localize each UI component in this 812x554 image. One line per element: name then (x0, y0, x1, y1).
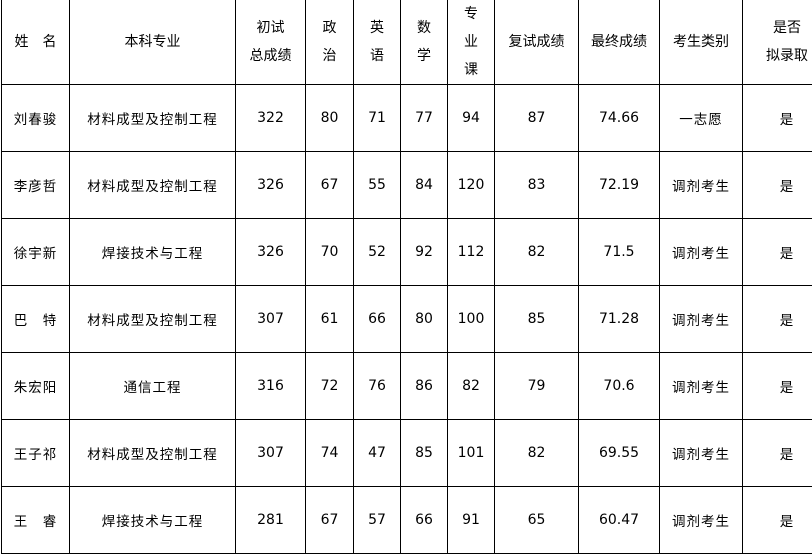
cell-english: 76 (354, 353, 401, 420)
cell-cat: 调剂考生 (660, 353, 743, 420)
cell-cat: 调剂考生 (660, 420, 743, 487)
header-name: 姓 名 (2, 0, 70, 85)
cell-politics: 80 (306, 85, 354, 152)
cell-politics: 72 (306, 353, 354, 420)
cell-name: 巴 特 (2, 286, 70, 353)
cell-politics: 74 (306, 420, 354, 487)
cell-specialty: 120 (448, 152, 495, 219)
cell-specialty: 112 (448, 219, 495, 286)
cell-major: 材料成型及控制工程 (70, 85, 236, 152)
cell-major: 材料成型及控制工程 (70, 286, 236, 353)
cell-initial-total: 326 (236, 152, 306, 219)
cell-final: 71.28 (579, 286, 660, 353)
header-admitted: 是否 拟录取 (743, 0, 812, 85)
cell-politics: 61 (306, 286, 354, 353)
cell-major: 材料成型及控制工程 (70, 152, 236, 219)
header-english: 英 语 (354, 0, 401, 85)
cell-final: 60.47 (579, 487, 660, 554)
cell-math: 86 (401, 353, 448, 420)
cell-initial-total: 307 (236, 286, 306, 353)
cell-english: 71 (354, 85, 401, 152)
cell-initial-total: 281 (236, 487, 306, 554)
cell-specialty: 91 (448, 487, 495, 554)
cell-initial-total: 326 (236, 219, 306, 286)
cell-retest: 65 (495, 487, 579, 554)
cell-final: 72.19 (579, 152, 660, 219)
cell-politics: 70 (306, 219, 354, 286)
cell-retest: 79 (495, 353, 579, 420)
cell-name: 王子祁 (2, 420, 70, 487)
cell-math: 66 (401, 487, 448, 554)
cell-final: 74.66 (579, 85, 660, 152)
cell-politics: 67 (306, 152, 354, 219)
cell-major: 通信工程 (70, 353, 236, 420)
cell-name: 李彦哲 (2, 152, 70, 219)
cell-final: 71.5 (579, 219, 660, 286)
cell-retest: 85 (495, 286, 579, 353)
cell-english: 57 (354, 487, 401, 554)
cell-adm: 是 (743, 152, 812, 219)
cell-cat: 调剂考生 (660, 487, 743, 554)
cell-english: 66 (354, 286, 401, 353)
cell-specialty: 101 (448, 420, 495, 487)
cell-english: 47 (354, 420, 401, 487)
cell-math: 77 (401, 85, 448, 152)
cell-name: 徐宇新 (2, 219, 70, 286)
header-final: 最终成绩 (579, 0, 660, 85)
cell-math: 80 (401, 286, 448, 353)
cell-retest: 82 (495, 420, 579, 487)
header-initial-total: 初试 总成绩 (236, 0, 306, 85)
cell-adm: 是 (743, 286, 812, 353)
cell-name: 刘春骏 (2, 85, 70, 152)
header-math: 数 学 (401, 0, 448, 85)
cell-cat: 调剂考生 (660, 219, 743, 286)
cell-cat: 调剂考生 (660, 152, 743, 219)
cell-math: 92 (401, 219, 448, 286)
cell-retest: 83 (495, 152, 579, 219)
cell-retest: 82 (495, 219, 579, 286)
cell-initial-total: 307 (236, 420, 306, 487)
cell-final: 70.6 (579, 353, 660, 420)
cell-adm: 是 (743, 487, 812, 554)
cell-adm: 是 (743, 219, 812, 286)
cell-cat: 调剂考生 (660, 286, 743, 353)
cell-major: 材料成型及控制工程 (70, 420, 236, 487)
cell-retest: 87 (495, 85, 579, 152)
header-row: 姓 名本科专业初试 总成绩政 治英 语数 学专 业 课复试成绩最终成绩考生类别是… (2, 0, 812, 85)
cell-name: 朱宏阳 (2, 353, 70, 420)
cell-adm: 是 (743, 353, 812, 420)
header-politics: 政 治 (306, 0, 354, 85)
cell-specialty: 100 (448, 286, 495, 353)
header-major: 本科专业 (70, 0, 236, 85)
cell-cat: 一志愿 (660, 85, 743, 152)
cell-politics: 67 (306, 487, 354, 554)
cell-major: 焊接技术与工程 (70, 219, 236, 286)
cell-initial-total: 322 (236, 85, 306, 152)
cell-adm: 是 (743, 420, 812, 487)
cell-specialty: 82 (448, 353, 495, 420)
cell-specialty: 94 (448, 85, 495, 152)
cell-math: 84 (401, 152, 448, 219)
cell-final: 69.55 (579, 420, 660, 487)
cell-english: 52 (354, 219, 401, 286)
cell-initial-total: 316 (236, 353, 306, 420)
cell-english: 55 (354, 152, 401, 219)
cell-adm: 是 (743, 85, 812, 152)
cell-math: 85 (401, 420, 448, 487)
header-retest: 复试成绩 (495, 0, 579, 85)
cell-name: 王 睿 (2, 487, 70, 554)
header-category: 考生类别 (660, 0, 743, 85)
cell-major: 焊接技术与工程 (70, 487, 236, 554)
header-specialty: 专 业 课 (448, 0, 495, 85)
